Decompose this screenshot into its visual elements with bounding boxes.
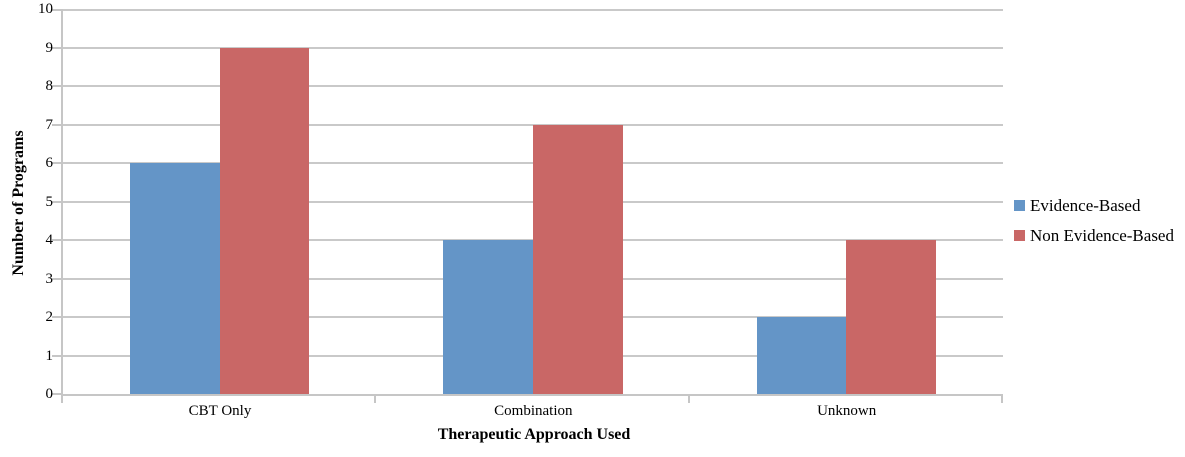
legend-marker-evidence-based — [1014, 200, 1025, 211]
bar-non-evidence-based-combination — [533, 124, 623, 394]
y-axis-tick-label-10: 10 — [38, 1, 53, 17]
bar-non-evidence-based-cbt-only — [219, 47, 310, 394]
legend-label-non-evidence-based: Non Evidence-Based — [1030, 226, 1174, 245]
y-axis-tick-label-8: 8 — [45, 78, 54, 94]
x-axis-tick-1 — [374, 396, 377, 403]
y-axis-tick-label-2: 2 — [45, 309, 54, 325]
y-axis-tick-label-4: 4 — [45, 232, 54, 248]
bar-evidence-based-cbt-only — [130, 163, 220, 394]
x-category-label-combination: Combination — [494, 403, 573, 419]
legend-marker-non-evidence-based — [1014, 230, 1025, 241]
x-category-label-cbt-only: CBT Only — [188, 403, 252, 419]
x-axis-tick-3 — [1001, 396, 1003, 403]
y-axis-tick-2 — [52, 316, 61, 318]
x-category-label-unknown: Unknown — [817, 403, 877, 419]
y-axis-tick-label-7: 7 — [45, 116, 54, 133]
gridline-8 — [63, 85, 1003, 87]
y-axis-tick-label-5: 5 — [45, 193, 54, 210]
y-axis-tick-8 — [52, 85, 61, 87]
y-axis-tick-5 — [52, 200, 61, 203]
x-axis-title: Therapeutic Approach Used — [437, 426, 631, 443]
plot-area — [52, 9, 1003, 403]
x-axis-tick-2 — [687, 396, 690, 403]
y-axis-tick-label-6: 6 — [45, 155, 54, 171]
legend: Evidence-Based Non Evidence-Based — [1014, 197, 1174, 244]
y-axis-tick-label-3: 3 — [45, 270, 54, 287]
x-axis-tick-0 — [61, 396, 63, 403]
bar-non-evidence-based-unknown — [846, 240, 936, 394]
y-axis-tick-label-0: 0 — [45, 386, 54, 402]
y-axis-tick-label-9: 9 — [45, 39, 54, 56]
legend-item-non-evidence-based: Non Evidence-Based — [1014, 227, 1174, 244]
gridline-10 — [63, 9, 1003, 11]
gridline-9 — [63, 46, 1003, 49]
bar-evidence-based-combination — [443, 240, 533, 394]
legend-item-evidence-based: Evidence-Based — [1014, 197, 1174, 214]
y-axis-tick-4 — [52, 239, 61, 241]
y-axis-tick-6 — [52, 162, 61, 164]
bar-evidence-based-unknown — [756, 317, 847, 394]
legend-label-evidence-based: Evidence-Based — [1030, 196, 1141, 215]
y-axis-tick-1 — [52, 354, 61, 357]
y-axis-tick-7 — [52, 123, 61, 126]
y-axis-tick-0 — [52, 393, 61, 395]
y-axis-tick-9 — [52, 46, 61, 49]
y-axis-tick-10 — [52, 9, 61, 11]
y-axis-tick-3 — [52, 277, 61, 280]
y-axis-tick-label-1: 1 — [45, 347, 54, 364]
